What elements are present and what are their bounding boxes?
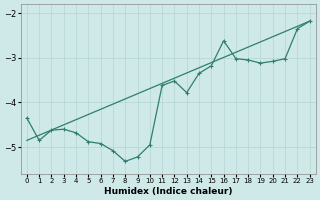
X-axis label: Humidex (Indice chaleur): Humidex (Indice chaleur) [104, 187, 233, 196]
